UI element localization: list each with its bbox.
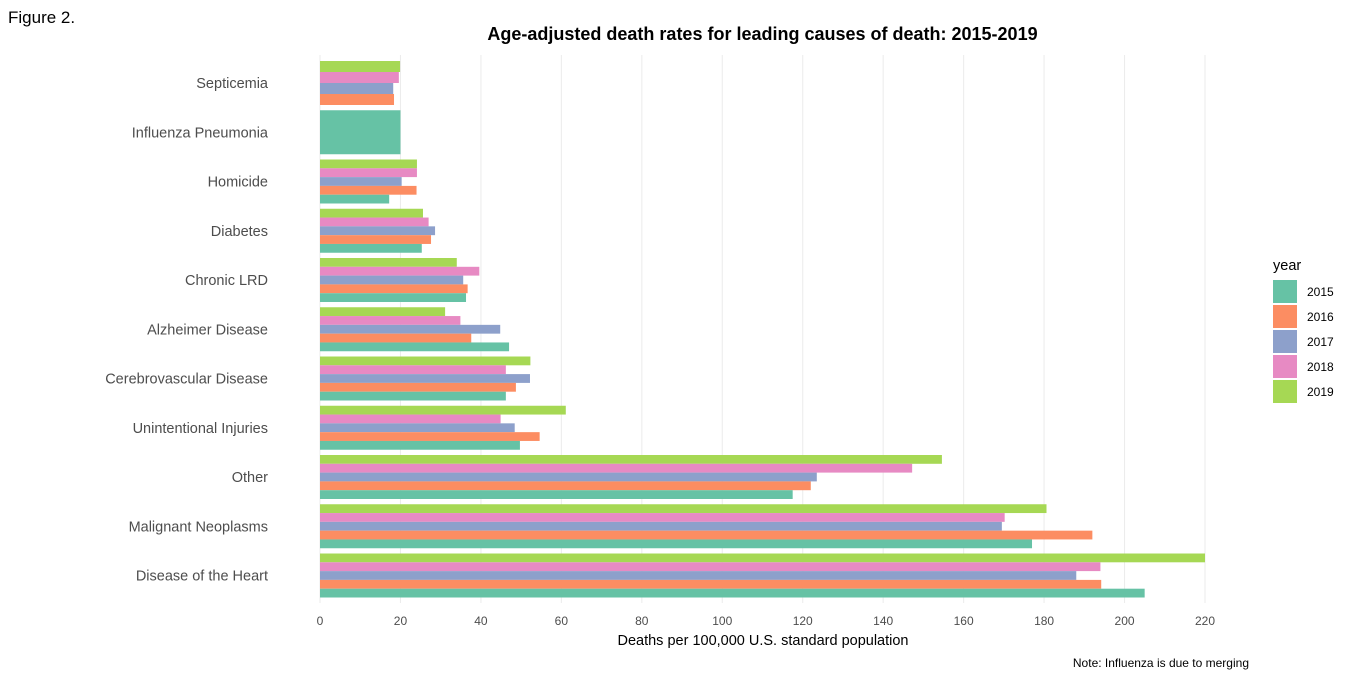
bar-2019 bbox=[320, 208, 423, 218]
x-tick-label: 100 bbox=[712, 614, 732, 628]
x-tick-label: 0 bbox=[317, 614, 324, 628]
category-label: Disease of the Heart bbox=[136, 569, 268, 585]
x-tick-labels: 0 20 40 60 80 100 120 140 160 180 200 220 bbox=[317, 614, 1216, 628]
bar-2019 bbox=[320, 258, 457, 267]
bar-2017 bbox=[320, 571, 1077, 580]
bar-2017 bbox=[320, 374, 530, 383]
bar-2016 bbox=[320, 579, 1102, 589]
x-tick-label: 80 bbox=[635, 614, 649, 628]
bar-2015 bbox=[320, 293, 467, 302]
bar-2017 bbox=[320, 521, 1002, 531]
bar-2016 bbox=[320, 185, 417, 195]
bar-2015 bbox=[320, 243, 422, 253]
bar-2016 bbox=[320, 284, 468, 294]
legend-label-2016: 2016 bbox=[1307, 310, 1334, 324]
bar-2016 bbox=[320, 530, 1093, 540]
bar-2017 bbox=[320, 275, 464, 285]
bar-2019 bbox=[320, 356, 531, 366]
bar-2018 bbox=[320, 463, 913, 473]
bar-2018 bbox=[320, 168, 417, 178]
category-label: Malignant Neoplasms bbox=[129, 519, 268, 535]
x-tick-label: 140 bbox=[873, 614, 893, 628]
legend-swatch-2017 bbox=[1273, 330, 1297, 353]
bar-2016 bbox=[320, 94, 395, 105]
x-tick-label: 40 bbox=[474, 614, 488, 628]
category-label: Chronic LRD bbox=[185, 273, 268, 289]
category-labels: Disease of the Heart Malignant Neoplasms O… bbox=[105, 76, 269, 585]
category-label: Alzheimer Disease bbox=[147, 322, 268, 338]
bar-2015 bbox=[320, 490, 793, 499]
x-axis-title: Deaths per 100,000 U.S. standard populat… bbox=[617, 633, 908, 649]
x-tick-label: 120 bbox=[793, 614, 813, 628]
legend-swatch-2015 bbox=[1273, 280, 1297, 303]
bar-2017 bbox=[320, 226, 436, 236]
legend-label-2019: 2019 bbox=[1307, 385, 1334, 399]
category-label: Other bbox=[232, 470, 268, 486]
bar-2017 bbox=[320, 83, 394, 94]
bar-2015 bbox=[320, 110, 401, 155]
bar-2018 bbox=[320, 562, 1101, 572]
bar-2019 bbox=[320, 405, 566, 415]
x-tick-label: 20 bbox=[394, 614, 408, 628]
bar-2015 bbox=[320, 194, 390, 204]
bar-2017 bbox=[320, 324, 501, 334]
bar-2018 bbox=[320, 414, 501, 424]
bar-2019 bbox=[320, 307, 446, 317]
x-tick-label: 160 bbox=[954, 614, 974, 628]
legend-label-2015: 2015 bbox=[1307, 285, 1334, 299]
bar-2015 bbox=[320, 342, 510, 352]
bar-2017 bbox=[320, 423, 515, 433]
bar-2018 bbox=[320, 266, 480, 276]
bar-2015 bbox=[320, 539, 1033, 549]
bar-2019 bbox=[320, 553, 1205, 563]
bars bbox=[320, 61, 1205, 598]
bar-2015 bbox=[320, 440, 520, 450]
x-tick-label: 220 bbox=[1195, 614, 1215, 628]
category-label: Unintentional Injuries bbox=[133, 421, 268, 437]
legend-swatch-2018 bbox=[1273, 355, 1297, 378]
bar-2018 bbox=[320, 316, 461, 325]
bar-2018 bbox=[320, 72, 399, 83]
legend-swatch-2019 bbox=[1273, 380, 1297, 403]
bar-2016 bbox=[320, 235, 432, 244]
bar-2017 bbox=[320, 177, 402, 186]
bar-2016 bbox=[320, 333, 472, 343]
legend-label-2017: 2017 bbox=[1307, 335, 1334, 349]
bar-2019 bbox=[320, 504, 1047, 514]
bar-2018 bbox=[320, 513, 1005, 522]
bar-2016 bbox=[320, 481, 811, 491]
bar-2015 bbox=[320, 588, 1145, 598]
bar-2016 bbox=[320, 382, 516, 392]
x-tick-label: 200 bbox=[1115, 614, 1135, 628]
legend: year 2015 2016 2017 2018 2019 bbox=[1273, 258, 1334, 403]
chart-title: Age-adjusted death rates for leading cau… bbox=[487, 24, 1038, 44]
category-label: Homicide bbox=[208, 175, 268, 191]
bar-2015 bbox=[320, 391, 506, 401]
category-label: Diabetes bbox=[211, 224, 268, 240]
bar-2019 bbox=[320, 159, 417, 169]
category-label: Influenza Pneumonia bbox=[132, 125, 269, 141]
caption-note: Note: Influenza is due to merging bbox=[1073, 656, 1249, 670]
bar-2018 bbox=[320, 365, 506, 375]
bar-2019 bbox=[320, 455, 942, 464]
category-label: Septicemia bbox=[196, 76, 269, 92]
category-label: Cerebrovascular Disease bbox=[105, 372, 268, 388]
bar-2018 bbox=[320, 217, 429, 227]
x-tick-label: 60 bbox=[555, 614, 569, 628]
figure-label: Figure 2. bbox=[8, 8, 76, 27]
bar-2017 bbox=[320, 472, 817, 482]
legend-title: year bbox=[1273, 258, 1301, 274]
x-tick-label: 180 bbox=[1034, 614, 1054, 628]
legend-swatch-2016 bbox=[1273, 305, 1297, 328]
bar-2019 bbox=[320, 61, 401, 72]
legend-label-2018: 2018 bbox=[1307, 360, 1334, 374]
bar-2016 bbox=[320, 432, 540, 441]
